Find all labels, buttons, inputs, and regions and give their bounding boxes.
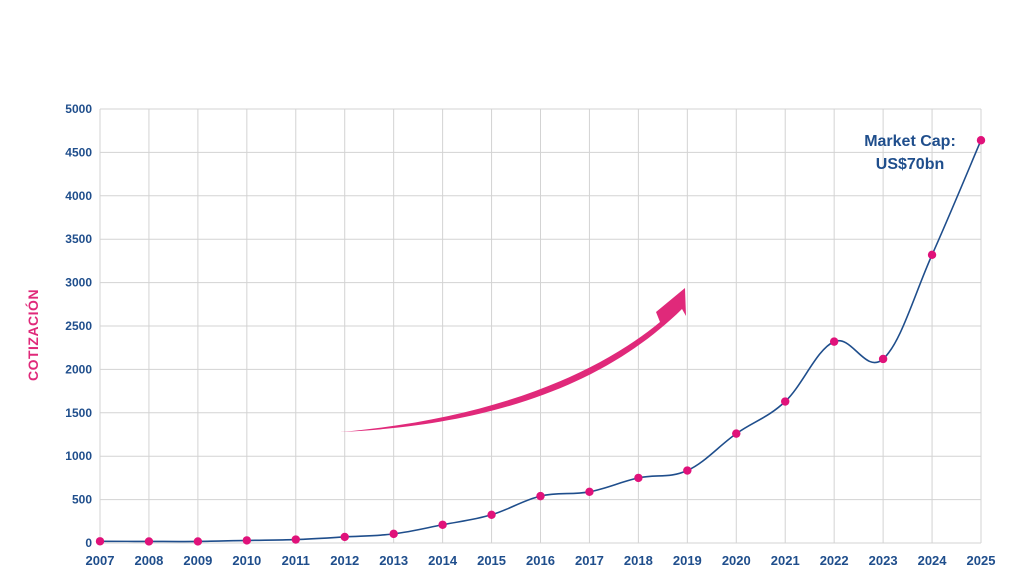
x-tick-label: 2015 (477, 553, 506, 568)
y-tick-label: 2500 (65, 319, 92, 333)
market-cap-annotation-line1: Market Cap: (864, 133, 956, 150)
y-tick-label: 4500 (65, 145, 92, 159)
data-point-2011 (291, 535, 300, 544)
y-tick-label: 4000 (65, 189, 92, 203)
data-point-2023 (878, 354, 888, 364)
y-tick-label: 1000 (65, 449, 92, 463)
data-point-2024 (927, 250, 937, 260)
x-tick-label: 2025 (967, 553, 996, 568)
x-tick-label: 2009 (183, 553, 212, 568)
y-tick-label: 0 (85, 536, 92, 550)
y-tick-label: 1500 (65, 406, 92, 420)
data-point-2021 (781, 397, 790, 406)
market-cap-annotation-line2: US$70bn (876, 156, 944, 173)
x-tick-label: 2024 (918, 553, 948, 568)
x-tick-label: 2017 (575, 553, 604, 568)
data-point-2020 (732, 429, 741, 438)
x-tick-label: 2011 (282, 553, 310, 568)
data-point-2013 (389, 529, 398, 539)
x-tick-label: 2010 (232, 553, 261, 568)
gridlines (99, 108, 982, 544)
y-tick-label: 2000 (65, 362, 92, 376)
x-tick-label: 2021 (771, 553, 800, 568)
y-tick-label: 500 (72, 493, 92, 507)
data-point-2010 (242, 536, 252, 545)
x-tick-label: 2019 (673, 553, 702, 568)
series-line (99, 139, 982, 543)
data-point-2022 (829, 337, 839, 346)
x-tick-label: 2012 (330, 553, 359, 568)
x-tick-label: 2007 (86, 553, 115, 568)
data-point-2019 (683, 466, 692, 475)
x-tick-label: 2020 (722, 553, 751, 568)
data-point-2025 (976, 136, 986, 145)
x-tick-labels: 2007 2008 2009 2010 2011 2012 2013 2014 2015 2016… (86, 553, 996, 568)
y-tick-label: 5000 (65, 102, 92, 116)
data-point-2014 (438, 520, 447, 529)
y-axis-label: COTIZACIÓN (24, 289, 41, 381)
x-tick-label: 2008 (134, 553, 163, 568)
x-tick-label: 2023 (869, 553, 898, 568)
data-point-2015 (487, 510, 496, 519)
x-tick-label: 2013 (379, 553, 408, 568)
data-point-2009 (193, 537, 203, 546)
y-tick-label: 3000 (65, 276, 92, 290)
data-point-2007 (95, 537, 105, 546)
data-point-2017 (585, 487, 594, 496)
x-tick-label: 2022 (820, 553, 849, 568)
data-markers (95, 136, 986, 546)
x-tick-label: 2018 (624, 553, 653, 568)
y-tick-labels: 0 500 1000 1500 2000 2500 3000 3500 4000 4500 5000 (65, 102, 92, 550)
data-point-2012 (340, 532, 349, 542)
data-point-2016 (536, 491, 545, 501)
data-point-2018 (634, 473, 643, 483)
trend-arrow (340, 288, 686, 432)
x-tick-label: 2014 (428, 553, 458, 568)
x-tick-label: 2016 (526, 553, 555, 568)
data-point-2008 (144, 537, 154, 546)
y-tick-label: 3500 (65, 232, 92, 246)
